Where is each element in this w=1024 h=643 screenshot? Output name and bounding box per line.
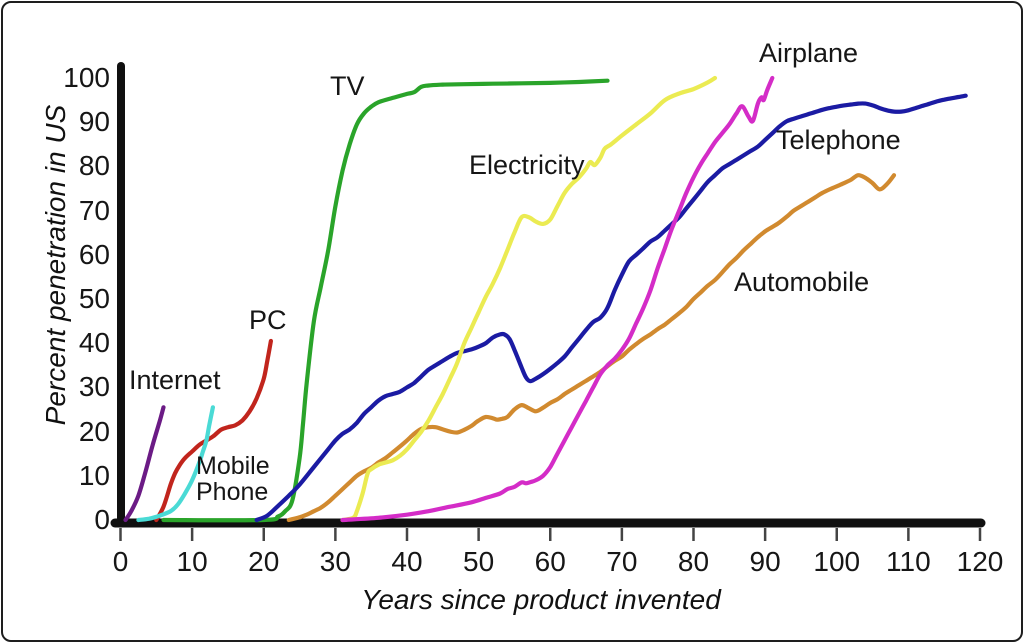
series-label-airplane: Airplane — [759, 38, 859, 68]
series-line-tv — [161, 78, 610, 523]
series-line-internet — [123, 405, 166, 523]
x-tick-label: 110 — [886, 546, 931, 577]
x-tick-label: 30 — [319, 546, 351, 577]
series-line-mobile-phone — [136, 405, 215, 523]
x-tick-label: 20 — [248, 546, 280, 577]
series-line-airplane — [340, 75, 775, 523]
y-tick-label: 50 — [78, 283, 110, 314]
series-label-automobile: Automobile — [734, 267, 870, 297]
y-tick-label: 60 — [78, 238, 110, 270]
y-tick-label: 100 — [63, 62, 110, 93]
x-tick-label: 70 — [606, 546, 638, 577]
series-label-telephone: Telephone — [776, 125, 901, 155]
series-label-internet: Internet — [129, 365, 221, 395]
y-tick-label: 70 — [78, 194, 110, 226]
y-tick-label: 90 — [78, 106, 110, 138]
x-tick-label: 10 — [176, 546, 208, 577]
series-label-pc: PC — [249, 305, 287, 335]
x-tick-label: 120 — [956, 546, 1004, 577]
x-tick-label: 40 — [391, 546, 423, 577]
series-line-telephone — [254, 93, 968, 523]
y-tick-label: 0 — [94, 504, 110, 535]
y-tick-label: 10 — [78, 459, 110, 491]
series-line-electricity — [340, 75, 718, 523]
x-tick-label: 90 — [749, 546, 781, 577]
y-tick-label: 30 — [78, 371, 110, 403]
x-tick-label: 100 — [813, 546, 861, 577]
series-line-pc — [154, 338, 273, 523]
y-tick-label: 80 — [78, 150, 110, 182]
series-line-automobile — [286, 173, 897, 523]
y-tick-label: 20 — [78, 415, 110, 447]
x-tick-label: 60 — [534, 546, 566, 577]
series-label-tv: TV — [330, 71, 365, 101]
series-label-electricity: Electricity — [469, 150, 585, 180]
x-tick-label: 50 — [463, 546, 495, 577]
axes — [110, 62, 986, 528]
x-tick-label: 80 — [677, 546, 710, 577]
x-tick-label: 0 — [112, 546, 129, 577]
series-label-mobile-phone: Mobile Phone — [196, 452, 270, 506]
x-axis-title: Years since product invented — [361, 584, 721, 615]
y-tick-label: 40 — [78, 327, 110, 359]
